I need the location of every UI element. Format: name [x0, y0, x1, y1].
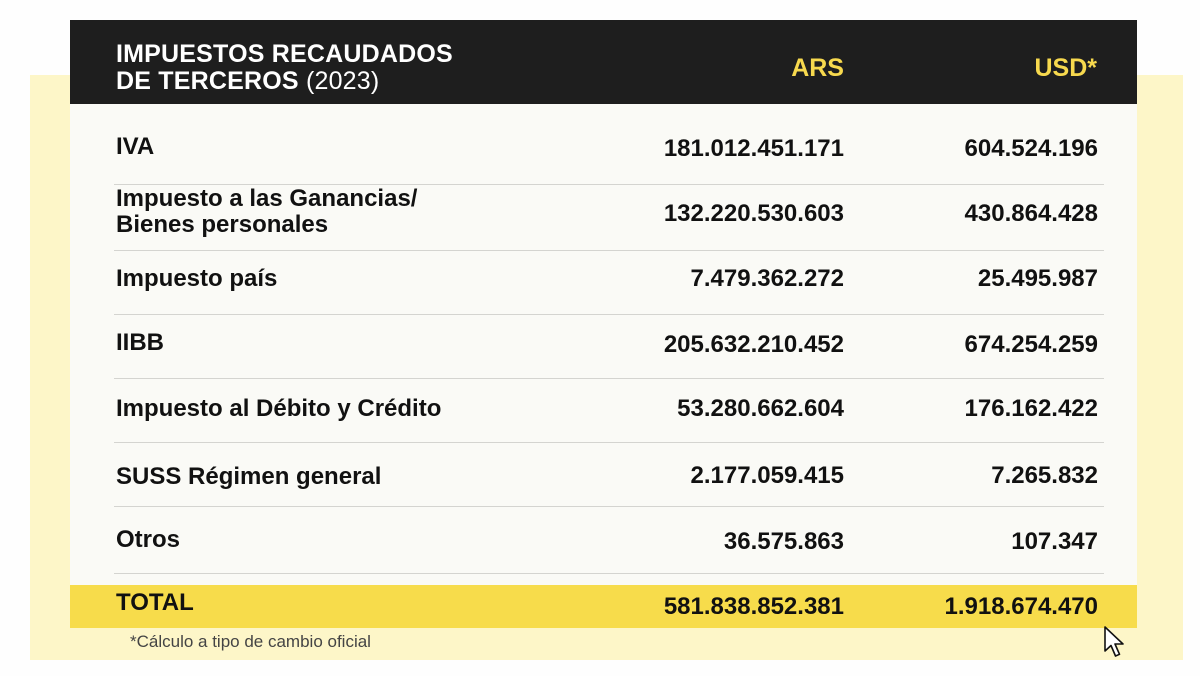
row-label-line-1: IVA — [116, 133, 155, 160]
row-value-usd: 7.265.832 — [991, 462, 1098, 489]
row-label: IIBB — [116, 330, 164, 356]
table-row: SUSS Régimen general 2.177.059.415 7.265… — [114, 443, 1104, 507]
row-label-line-1: Impuesto a las Ganancias/ — [116, 185, 418, 212]
row-label-line-2: Bienes personales — [116, 211, 329, 238]
table-row: Impuesto al Débito y Crédito 53.280.662.… — [114, 379, 1104, 443]
table-row: Otros 36.575.863 107.347 — [114, 507, 1104, 574]
table-row: IVA 181.012.451.171 604.524.196 — [114, 104, 1104, 185]
row-label: SUSS Régimen general — [116, 464, 381, 490]
column-header-usd: USD* — [1034, 54, 1097, 82]
table-header: IMPUESTOS RECAUDADOS DE TERCEROS (2023) … — [70, 20, 1137, 104]
row-value-ars: 205.632.210.452 — [663, 331, 844, 358]
row-value-usd: 674.254.259 — [964, 331, 1098, 358]
total-value-ars: 581.838.852.381 — [663, 593, 844, 620]
table-row: Impuesto país 7.479.362.272 25.495.987 — [114, 251, 1104, 315]
title-year: (2023) — [305, 67, 380, 95]
row-value-usd: 604.524.196 — [964, 135, 1098, 162]
row-value-ars: 181.012.451.171 — [663, 135, 844, 162]
row-label-line-1: IIBB — [116, 329, 164, 356]
column-header-ars: ARS — [791, 54, 844, 82]
row-value-usd: 25.495.987 — [977, 265, 1098, 292]
row-label-line-1: Impuesto al Débito y Crédito — [116, 395, 442, 422]
table-row: Impuesto a las Ganancias/ Bienes persona… — [114, 185, 1104, 251]
total-row: TOTAL 581.838.852.381 1.918.674.470 — [70, 585, 1137, 628]
row-value-usd: 430.864.428 — [964, 200, 1098, 227]
row-value-ars: 132.220.530.603 — [663, 200, 844, 227]
row-value-ars: 53.280.662.604 — [677, 395, 844, 422]
table-row: IIBB 205.632.210.452 674.254.259 — [114, 315, 1104, 379]
row-value-usd: 176.162.422 — [964, 395, 1098, 422]
row-label: Impuesto al Débito y Crédito — [116, 396, 441, 422]
row-label-line-1: Impuesto país — [116, 265, 278, 292]
total-label: TOTAL — [116, 589, 194, 616]
title-line-1: IMPUESTOS RECAUDADOS — [116, 40, 453, 68]
row-value-ars: 7.479.362.272 — [690, 265, 844, 292]
row-label: IVA — [116, 134, 154, 160]
row-label-line-1: SUSS Régimen general — [116, 463, 382, 490]
row-label-line-1: Otros — [116, 526, 181, 553]
row-value-ars: 36.575.863 — [723, 528, 844, 555]
title-line-2: DE TERCEROS (2023) — [116, 68, 453, 95]
row-label: Impuesto a las Ganancias/ Bienes persona… — [116, 186, 417, 238]
table-panel — [70, 20, 1137, 628]
mouse-pointer-icon — [1104, 626, 1124, 657]
title-line-2-text: DE TERCEROS — [116, 67, 299, 95]
row-value-usd: 107.347 — [1011, 528, 1098, 555]
row-label: Impuesto país — [116, 266, 277, 292]
total-value-usd: 1.918.674.470 — [944, 593, 1098, 620]
row-label: Otros — [116, 527, 180, 553]
table-title: IMPUESTOS RECAUDADOS DE TERCEROS (2023) — [116, 41, 453, 95]
footnote: *Cálculo a tipo de cambio oficial — [130, 632, 371, 651]
row-value-ars: 2.177.059.415 — [690, 462, 844, 489]
